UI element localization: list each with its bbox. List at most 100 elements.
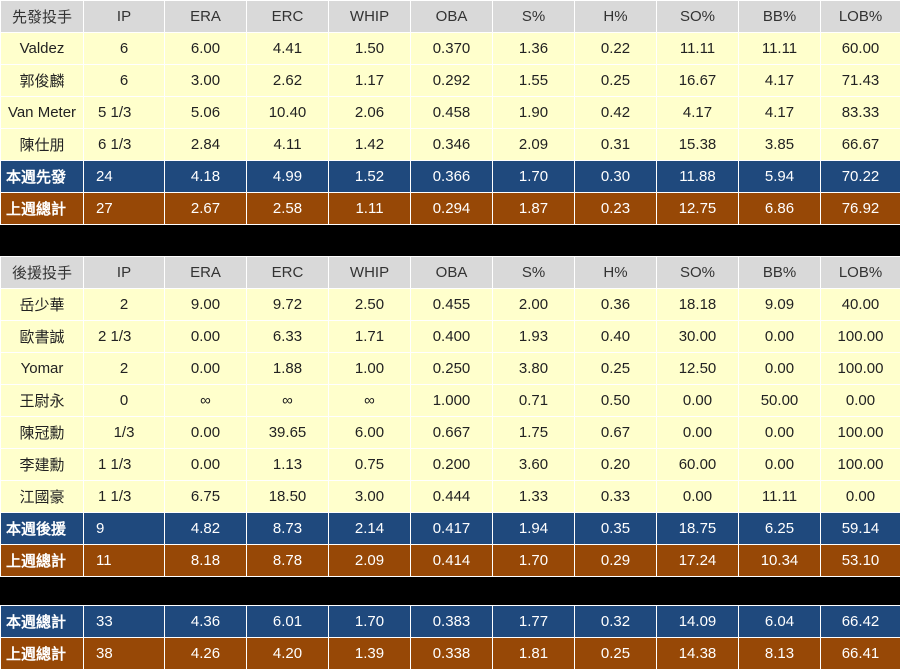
stat-cell: 1.75 [493,417,575,449]
stat-cell: 0.455 [411,289,493,321]
stat-cell: 2.62 [247,65,329,97]
stat-cell: 0.22 [575,33,657,65]
stat-cell: 1.87 [493,193,575,225]
stat-cell: 4.17 [657,97,739,129]
stat-cell: 18.75 [657,513,739,545]
pitcher-name: 上週總計 [1,545,84,577]
stat-cell: 100.00 [821,417,900,449]
stat-cell: 0.00 [657,417,739,449]
stat-cell: 17.24 [657,545,739,577]
stat-cell: 3.80 [493,353,575,385]
column-header: H% [575,1,657,33]
stat-cell: 0.00 [165,417,247,449]
pitcher-name: 本週總計 [1,606,84,638]
column-header: OBA [411,257,493,289]
stat-cell: 11.11 [739,481,821,513]
stat-cell: 0.31 [575,129,657,161]
stat-cell: 6.00 [329,417,411,449]
stat-cell: 1.94 [493,513,575,545]
stat-cell: 6.01 [247,606,329,638]
stat-cell: 4.99 [247,161,329,193]
stat-cell: 9.72 [247,289,329,321]
column-header: LOB% [821,1,900,33]
column-header: BB% [739,257,821,289]
stat-cell: 50.00 [739,385,821,417]
stat-cell: 0.00 [739,321,821,353]
stat-cell: 0.370 [411,33,493,65]
stat-cell: 6.33 [247,321,329,353]
stat-cell: 0.29 [575,545,657,577]
stat-cell: 4.18 [165,161,247,193]
stat-cell: 11.11 [739,33,821,65]
stat-cell: 3.00 [165,65,247,97]
stat-cell: 0.383 [411,606,493,638]
stat-cell: 11.88 [657,161,739,193]
stat-cell: 0.67 [575,417,657,449]
stat-cell: 12.75 [657,193,739,225]
stat-cell: 27 [84,193,165,225]
stat-cell: 1.70 [329,606,411,638]
pitcher-name: 歐書誠 [1,321,84,353]
column-header: WHIP [329,257,411,289]
stat-cell: 40.00 [821,289,900,321]
stat-cell: 1.81 [493,638,575,670]
stat-cell: 2.09 [493,129,575,161]
stat-cell: 30.00 [657,321,739,353]
stat-cell: 3.85 [739,129,821,161]
stat-cell: 38 [84,638,165,670]
stat-cell: 0.30 [575,161,657,193]
stat-cell: 1/3 [84,417,165,449]
stat-cell: 1.77 [493,606,575,638]
stat-cell: 0.346 [411,129,493,161]
stat-cell: 6.86 [739,193,821,225]
stat-cell: 9.00 [165,289,247,321]
stat-cell: 2.50 [329,289,411,321]
stat-cell: 1.000 [411,385,493,417]
pitcher-name: 郭俊麟 [1,65,84,97]
stat-cell: 5 1/3 [84,97,165,129]
stat-cell: 0.23 [575,193,657,225]
column-header: WHIP [329,1,411,33]
stat-cell: 0.458 [411,97,493,129]
stat-cell: 0.25 [575,65,657,97]
stat-cell: 0 [84,385,165,417]
stat-cell: 6 [84,65,165,97]
stat-cell: 2.14 [329,513,411,545]
stat-cell: 1 1/3 [84,449,165,481]
stat-cell: 0.250 [411,353,493,385]
stat-cell: 0.00 [739,449,821,481]
stat-cell: 10.40 [247,97,329,129]
stat-cell: 9 [84,513,165,545]
stat-cell: 0.35 [575,513,657,545]
stat-cell: 1.13 [247,449,329,481]
stat-cell: 5.06 [165,97,247,129]
column-header: SO% [657,257,739,289]
stat-cell: 14.38 [657,638,739,670]
stat-cell: 0.414 [411,545,493,577]
stat-cell: 0.417 [411,513,493,545]
stat-cell: 9.09 [739,289,821,321]
section-header-label: 先發投手 [1,1,84,33]
column-header: IP [84,1,165,33]
stat-cell: 6.00 [165,33,247,65]
stat-cell: 3.00 [329,481,411,513]
stat-cell: 16.67 [657,65,739,97]
section-header-label: 後援投手 [1,257,84,289]
stat-cell: 2 1/3 [84,321,165,353]
pitcher-name: 江國豪 [1,481,84,513]
stat-cell: 0.33 [575,481,657,513]
stat-cell: 2.06 [329,97,411,129]
stat-cell: 2.84 [165,129,247,161]
